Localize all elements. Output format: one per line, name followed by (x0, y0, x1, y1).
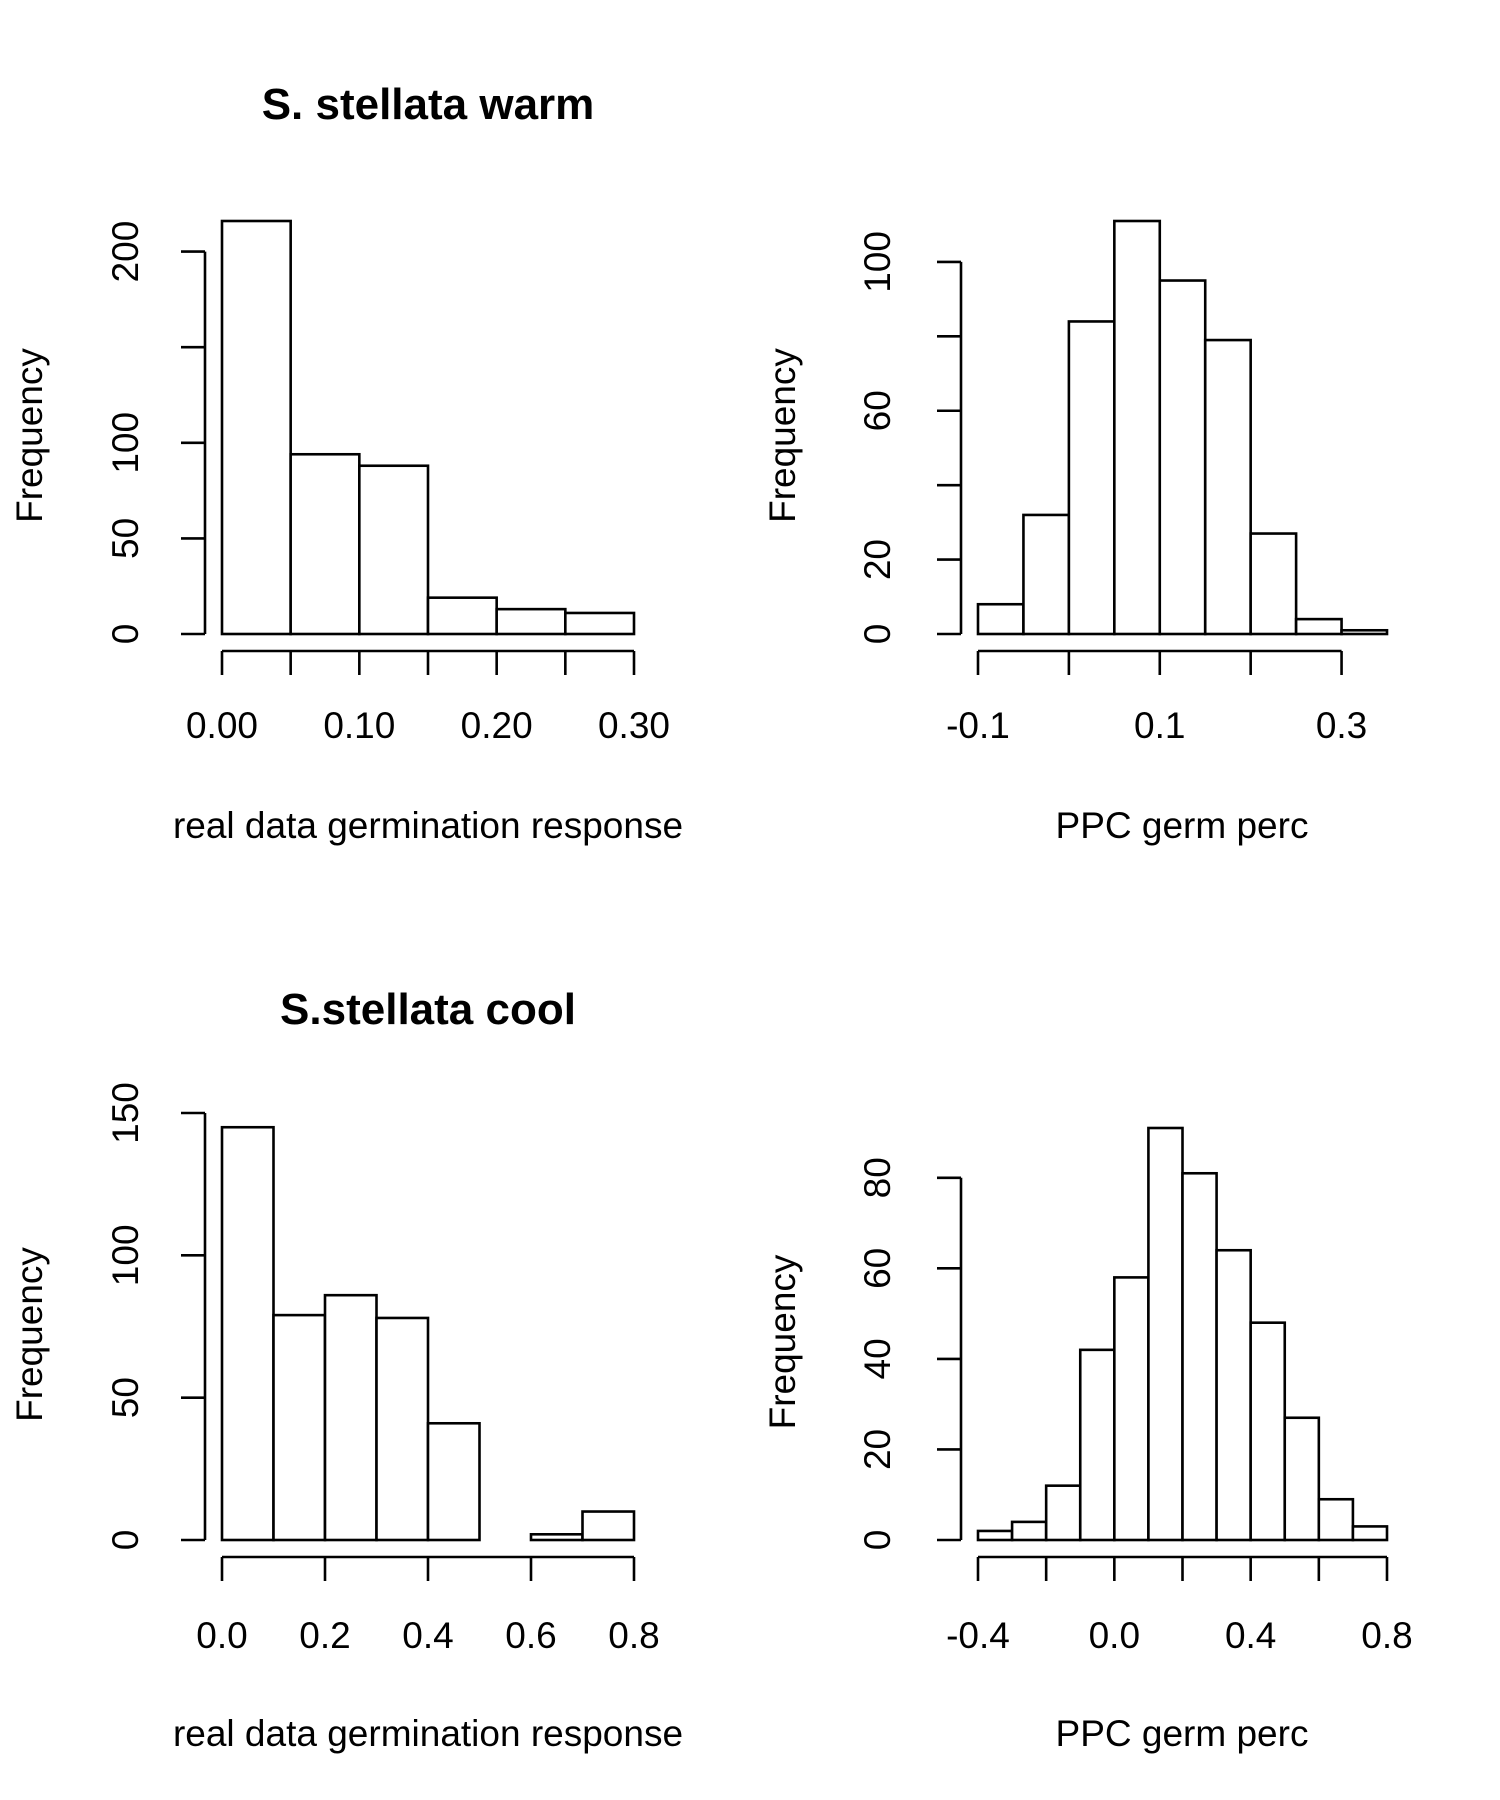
histogram-bar (529, 1533, 584, 1542)
histogram-bar (1283, 1416, 1321, 1542)
y-tick-label: 0 (857, 1530, 898, 1551)
chart-title: S.stellata cool (280, 985, 576, 1034)
x-axis-label: PPC germ perc (1056, 1713, 1309, 1754)
y-axis-label: Frequency (762, 1254, 803, 1429)
y-tick-label: 80 (857, 1157, 898, 1198)
histogram-bar (220, 1125, 275, 1542)
histogram-bar (289, 452, 361, 636)
y-tick-label: 0 (857, 624, 898, 645)
histogram-bar (1067, 320, 1116, 636)
histogram-bar (1158, 279, 1207, 636)
histogram-panel-2: -0.1 0.1 0.3 0 20 60 100 PPC germ perc Frequency (762, 219, 1389, 846)
histogram-bar (1147, 1126, 1184, 1542)
histogram-bar (581, 1510, 636, 1542)
x-tick-label: 0.0 (1089, 1615, 1140, 1656)
x-axis-label: real data germination response (173, 805, 683, 846)
x-tick-label: 0.6 (505, 1615, 556, 1656)
histogram-bar (1113, 219, 1162, 636)
y-tick-label: 60 (857, 1248, 898, 1289)
x-tick-label: 0.3 (1316, 705, 1367, 746)
histogram-bar (1249, 1321, 1287, 1542)
y-tick-label: 100 (105, 412, 146, 474)
x-tick-label: 0.10 (323, 705, 395, 746)
histogram-bar (976, 602, 1025, 636)
histogram-bar (272, 1313, 327, 1542)
histogram-panel-3: 0.0 0.2 0.4 0.6 0.8 0 50 100 150 S.stellata cool r… (9, 985, 683, 1754)
y-tick-label: 0 (105, 1530, 146, 1551)
histogram-bar (323, 1293, 378, 1542)
histogram-bar (1022, 513, 1071, 636)
histogram-bar (1351, 1525, 1389, 1542)
histogram-bar (1113, 1276, 1150, 1542)
histogram-bar (1181, 1171, 1218, 1542)
x-axis-label: PPC germ perc (1056, 805, 1309, 846)
histogram-bar (358, 464, 430, 636)
histogram-bar (1215, 1248, 1252, 1542)
histogram-bar (1203, 338, 1252, 636)
x-tick-label: 0.4 (402, 1615, 453, 1656)
histogram-bar (220, 219, 292, 636)
x-tick-label: 0.30 (598, 705, 670, 746)
x-tick-label: 0.4 (1225, 1615, 1276, 1656)
x-tick-label: -0.1 (946, 705, 1010, 746)
histogram-bar (564, 611, 636, 636)
y-tick-label: 150 (105, 1082, 146, 1144)
histogram-bar (1010, 1520, 1048, 1542)
x-tick-label: 0.8 (608, 1615, 659, 1656)
y-axis-label: Frequency (9, 1247, 50, 1422)
y-tick-label: 40 (857, 1338, 898, 1379)
histogram-bar (976, 1529, 1014, 1542)
histogram-panel-1: 0.00 0.10 0.20 0.30 0 50 100 200 S. stellata war… (9, 80, 683, 846)
y-tick-label: 20 (857, 1429, 898, 1470)
x-axis-label: real data germination response (173, 1713, 683, 1754)
y-tick-label: 0 (105, 624, 146, 645)
y-tick-label: 60 (857, 390, 898, 431)
x-tick-label: 0.2 (299, 1615, 350, 1656)
x-tick-label: 0.20 (461, 705, 533, 746)
y-tick-label: 100 (857, 231, 898, 293)
histogram-bar (426, 596, 498, 636)
histogram-bar (1340, 628, 1389, 636)
x-tick-label: 0.0 (196, 1615, 247, 1656)
histogram-bar (1078, 1348, 1116, 1542)
y-tick-label: 50 (105, 518, 146, 559)
y-axis-label: Frequency (762, 348, 803, 523)
histogram-bar (426, 1421, 481, 1542)
y-tick-label: 20 (857, 539, 898, 580)
x-tick-label: -0.4 (946, 1615, 1010, 1656)
x-tick-label: 0.1 (1134, 705, 1185, 746)
histogram-bar (375, 1316, 430, 1542)
histogram-bar (1317, 1497, 1355, 1542)
histogram-bar (495, 607, 567, 636)
y-axis-label: Frequency (9, 348, 50, 523)
y-tick-label: 50 (105, 1377, 146, 1418)
x-tick-label: 0.00 (186, 705, 258, 746)
chart-title: S. stellata warm (262, 80, 595, 129)
histogram-panel-4: -0.4 0.0 0.4 0.8 0 20 40 60 80 PPC germ perc Frequ… (762, 1126, 1413, 1754)
y-tick-label: 100 (105, 1224, 146, 1286)
histogram-bar (1294, 617, 1343, 636)
histogram-bar (1249, 532, 1298, 636)
histogram-bar (1044, 1484, 1082, 1542)
x-tick-label: 0.8 (1361, 1615, 1412, 1656)
y-tick-label: 200 (105, 221, 146, 283)
